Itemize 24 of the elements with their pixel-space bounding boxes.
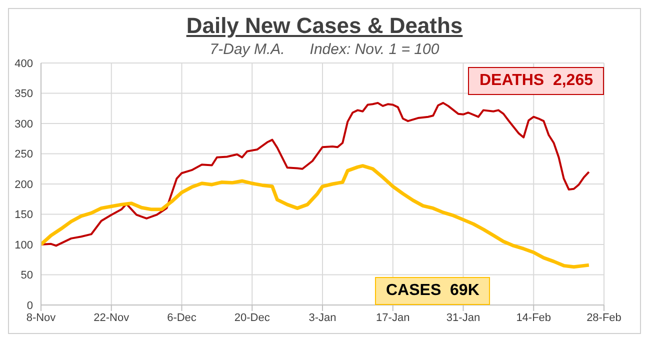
line-series: [41, 164, 591, 269]
line-series: [41, 102, 590, 247]
y-tick-label: 50: [20, 270, 33, 282]
chart-subtitle: 7-Day M.A. Index: Nov. 1 = 100: [208, 41, 440, 58]
x-tick-label: 8-Nov: [26, 312, 56, 324]
x-tick-label: 14-Feb: [516, 312, 552, 324]
x-tick-label: 31-Jan: [446, 312, 480, 324]
y-tick-label: 200: [14, 178, 33, 191]
chart-title: Daily New Cases & Deaths: [185, 13, 464, 39]
y-tick-label: 350: [14, 88, 33, 100]
x-tick-label: 20-Dec: [234, 312, 270, 324]
x-tick-label: 17-Jan: [376, 312, 410, 324]
annotation: CASES 69K: [375, 277, 490, 305]
annotation: DEATHS 2,265: [468, 67, 604, 95]
y-tick-label: 150: [14, 209, 33, 222]
y-tick-label: 0: [26, 300, 33, 312]
y-tick-label: 300: [14, 118, 33, 130]
x-tick-label: 28-Feb: [586, 312, 622, 324]
y-tick-label: 400: [14, 58, 33, 70]
x-tick-label: 22-Nov: [94, 312, 130, 324]
y-tick-label: 250: [14, 148, 33, 161]
x-tick-label: 6-Dec: [167, 312, 197, 324]
y-tick-label: 100: [14, 239, 33, 252]
x-tick-label: 3-Jan: [308, 312, 336, 324]
